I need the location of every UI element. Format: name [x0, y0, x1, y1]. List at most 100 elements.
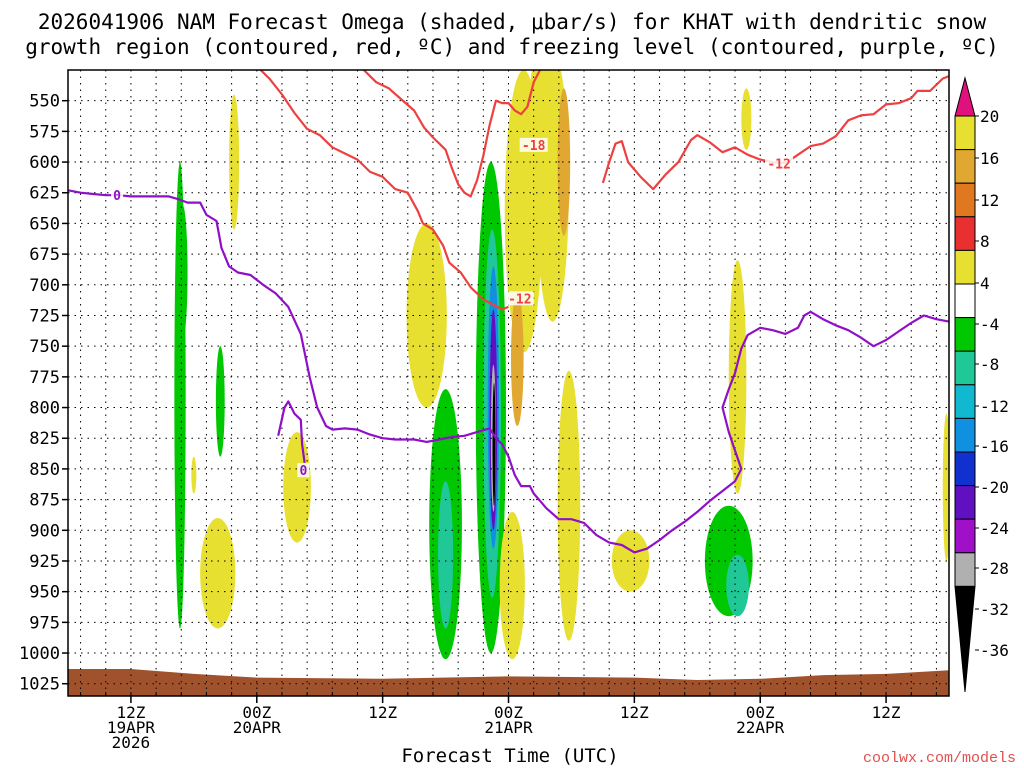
omega-blob-15 — [492, 383, 496, 506]
colorbar-segment-3 — [954, 216, 976, 251]
omega-blob-21 — [499, 511, 525, 660]
credit-text: coolwx.com/models — [863, 750, 1016, 767]
omega-blob-19 — [557, 88, 571, 236]
omega-blob-1 — [177, 205, 188, 341]
x-tick-label-0-1: 19APR — [107, 718, 156, 737]
colorbar-segment-2 — [954, 182, 976, 218]
y-axis: 550 575 600 625 650 675 700 725 750 775 800 825 850 8… — [19, 92, 68, 695]
omega-blob-25 — [726, 554, 749, 617]
colorbar-label-4: 4 — [980, 274, 990, 293]
y-tick-label-925: 925 — [29, 552, 60, 572]
colorbar-segment-7 — [954, 350, 976, 386]
x-tick-label-6-0: 12Z — [872, 703, 901, 722]
purple-contour-label-1: 0 — [299, 464, 307, 479]
y-tick-label-625: 625 — [29, 184, 60, 204]
colorbar-segment-5 — [954, 283, 976, 319]
contour-lines — [68, 70, 949, 554]
colorbar-label-5: -4 — [980, 315, 999, 334]
x-tick-label-5-0: 00Z — [746, 703, 775, 722]
colorbar-segment-1 — [954, 149, 976, 184]
colorbar-label-1: 16 — [980, 149, 999, 168]
colorbar-label-11: -28 — [980, 559, 1009, 578]
colorbar-label-3: 8 — [980, 232, 990, 251]
x-tick-label-2-0: 12Z — [368, 703, 397, 722]
omega-blob-23 — [611, 530, 650, 592]
colorbar-label-9: -20 — [980, 478, 1009, 497]
omega-blob-3 — [229, 94, 240, 230]
y-tick-label-650: 650 — [29, 214, 60, 234]
colorbar-label-8: -16 — [980, 437, 1009, 456]
purple-contour-label-0: 0 — [113, 189, 121, 204]
colorbar-segment-13 — [954, 552, 976, 587]
y-tick-label-875: 875 — [29, 491, 60, 511]
colorbar: 20 16 12 8 4 -4 -8 -12 -16 -20 -24 -28 -32 -36 — [954, 76, 1009, 693]
colorbar-label-6: -8 — [980, 355, 999, 374]
y-tick-label-575: 575 — [29, 122, 60, 142]
purple-contour-label-bg-1 — [297, 463, 310, 478]
colorbar-bottom-arrow — [954, 585, 976, 693]
red-contour-1 — [363, 70, 541, 198]
colorbar-segment-11 — [954, 485, 976, 520]
x-tick-label-3-0: 00Z — [494, 703, 523, 722]
colorbar-segment-10 — [954, 451, 976, 487]
colorbar-segment-0 — [954, 115, 976, 151]
purple-contour-0 — [68, 189, 949, 554]
colorbar-segment-8 — [954, 384, 976, 419]
red-contour-label-bg-0 — [519, 137, 548, 152]
y-tick-label-550: 550 — [29, 92, 60, 112]
omega-blob-22 — [557, 370, 581, 641]
purple-contour-1 — [277, 400, 306, 463]
y-tick-label-750: 750 — [29, 337, 60, 357]
y-tick-label-1000: 1000 — [19, 644, 60, 664]
y-tick-label-900: 900 — [29, 521, 60, 541]
colorbar-segment-9 — [954, 417, 976, 453]
colorbar-segment-6 — [954, 317, 976, 352]
red-contour-label-bg-2 — [765, 156, 794, 171]
x-tick-label-4-0: 12Z — [620, 703, 649, 722]
colorbar-label-7: -12 — [980, 397, 1009, 416]
colorbar-segment-12 — [954, 518, 976, 554]
colorbar-label-10: -24 — [980, 519, 1009, 538]
colorbar-label-12: -32 — [980, 600, 1009, 619]
omega-blob-28 — [942, 413, 949, 561]
y-tick-label-950: 950 — [29, 583, 60, 603]
colorbar-label-13: -36 — [980, 641, 1009, 660]
x-tick-label-1-1: 20APR — [233, 718, 282, 737]
y-tick-label-1025: 1025 — [19, 675, 60, 695]
omega-blob-5 — [191, 456, 197, 494]
x-tick-label-0-0: 12Z — [116, 703, 145, 722]
y-tick-label-600: 600 — [29, 153, 60, 173]
grid-lines — [68, 70, 949, 696]
x-tick-label-0-2: 2026 — [112, 733, 151, 752]
omega-blob-4 — [200, 518, 236, 629]
omega-blob-9 — [438, 481, 454, 629]
x-axis-label: Forecast Time (UTC) — [401, 745, 618, 767]
chart-title-line-2: growth region (contoured, red, ºC) and f… — [25, 35, 999, 59]
red-contour-label-1: -12 — [508, 292, 531, 307]
y-tick-label-850: 850 — [29, 460, 60, 480]
colorbar-top-arrow — [954, 76, 976, 117]
x-tick-label-5-1: 22APR — [736, 718, 785, 737]
y-tick-label-675: 675 — [29, 245, 60, 265]
red-contour-0 — [259, 70, 509, 311]
y-tick-label-775: 775 — [29, 368, 60, 388]
y-tick-label-825: 825 — [29, 429, 60, 449]
y-tick-label-725: 725 — [29, 306, 60, 326]
y-tick-label-975: 975 — [29, 613, 60, 633]
contour-labels: -18 -12 -12 0 0 — [111, 137, 794, 479]
colorbar-segment-4 — [954, 249, 976, 285]
red-contour-label-bg-1 — [505, 291, 534, 306]
colorbar-label-2: 12 — [980, 191, 999, 210]
x-tick-label-3-1: 21APR — [484, 718, 533, 737]
red-contour-label-2: -12 — [767, 157, 790, 172]
omega-blob-27 — [741, 88, 752, 150]
red-contour-label-0: -18 — [522, 139, 546, 154]
omega-blob-20 — [511, 290, 524, 426]
y-tick-label-800: 800 — [29, 399, 60, 419]
purple-contour-label-bg-0 — [111, 188, 124, 203]
omega-blob-18 — [528, 70, 554, 193]
colorbar-label-0: 20 — [980, 107, 999, 126]
omega-blob-2 — [215, 346, 225, 457]
